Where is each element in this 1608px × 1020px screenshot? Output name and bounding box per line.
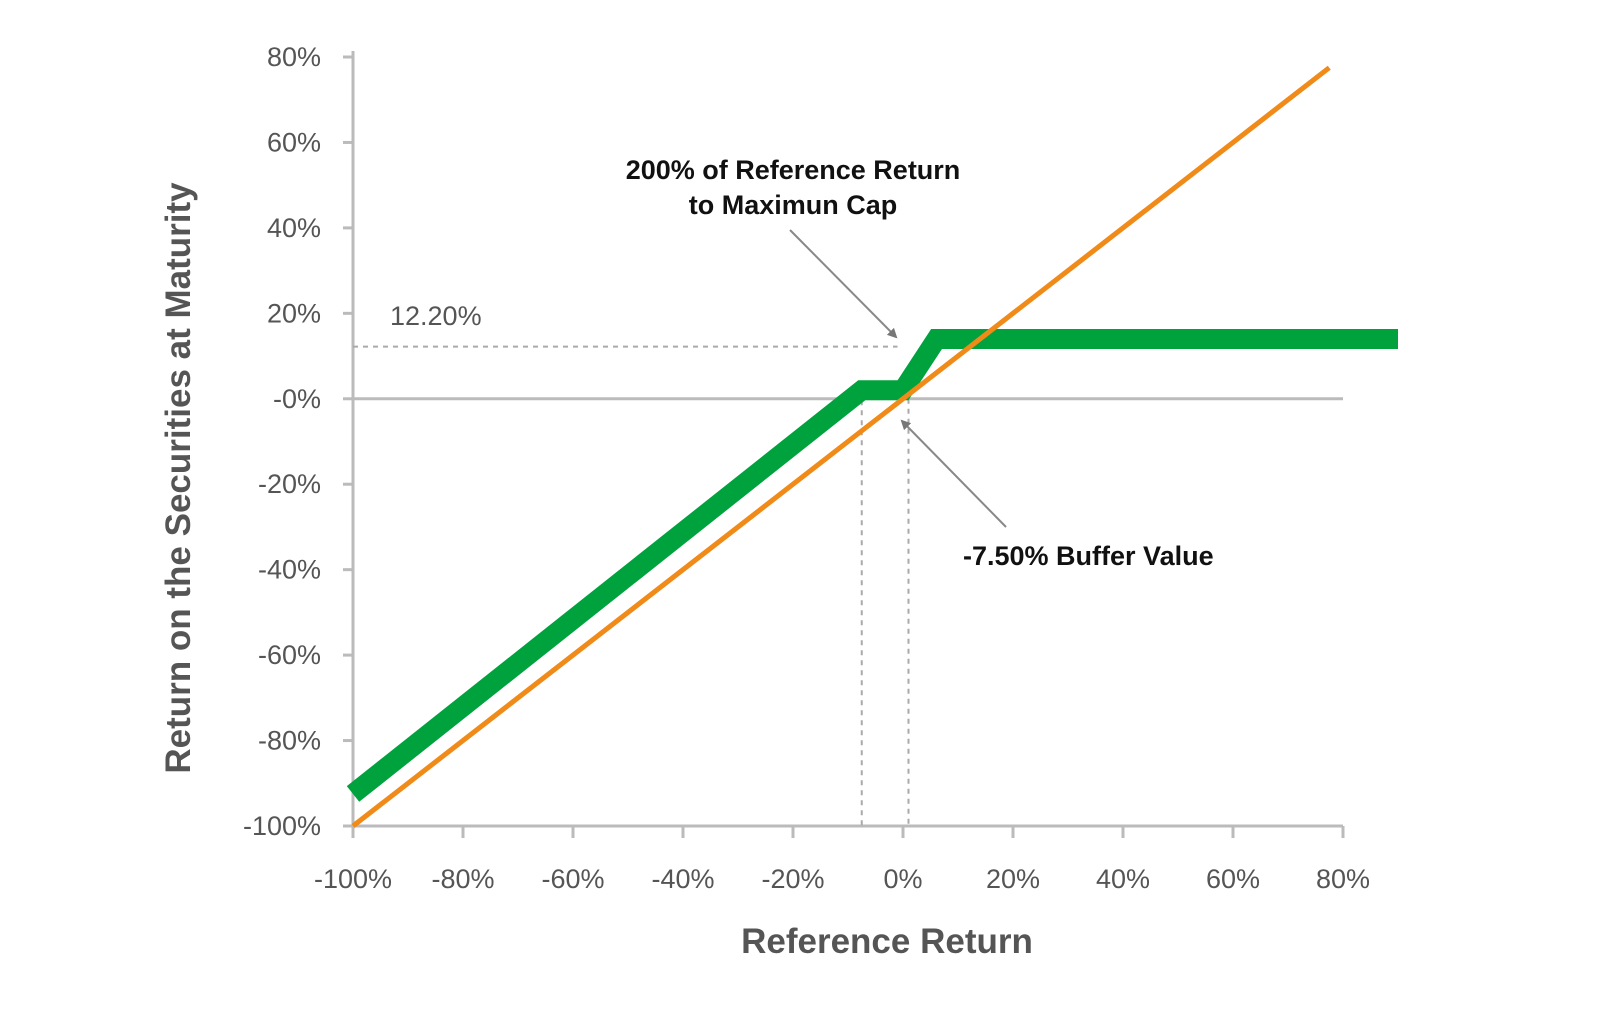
x-tick-label: -20% — [761, 864, 824, 894]
x-tick-label: 40% — [1096, 864, 1150, 894]
y-tick-label: 20% — [267, 298, 321, 328]
x-tick-label: -60% — [541, 864, 604, 894]
y-tick-label: -80% — [258, 726, 321, 756]
x-tick-label: -100% — [314, 864, 392, 894]
cap-annotation-line1: 200% of Reference Return — [626, 155, 961, 185]
securities-payoff-line — [346, 328, 1398, 802]
x-tick-label: 0% — [883, 864, 922, 894]
y-tick-label: -100% — [243, 811, 321, 841]
x-tick-label: 80% — [1316, 864, 1370, 894]
x-axis-title: Reference Return — [741, 922, 1033, 961]
y-tick-label: -60% — [258, 640, 321, 670]
cap-annotation-line2: to Maximun Cap — [689, 190, 898, 220]
y-tick-label: 60% — [267, 127, 321, 157]
y-tick-label: 40% — [267, 213, 321, 243]
cap-value-label: 12.20% — [390, 301, 482, 331]
y-tick-label: 80% — [267, 42, 321, 72]
x-tick-label: -40% — [651, 864, 714, 894]
reference-return-line — [351, 65, 1331, 828]
y-tick-label: -0% — [273, 384, 321, 414]
x-tick-label: 20% — [986, 864, 1040, 894]
y-axis-title: Return on the Securities at Maturity — [159, 182, 198, 774]
y-tick-label: -20% — [258, 469, 321, 499]
y-tick-label: -40% — [258, 555, 321, 585]
x-tick-label: 60% — [1206, 864, 1260, 894]
buffer-annotation: -7.50% Buffer Value — [963, 541, 1214, 571]
buffer-annotation-arrow — [900, 419, 1007, 528]
x-tick-label: -80% — [431, 864, 494, 894]
cap-annotation-arrow — [789, 229, 898, 339]
